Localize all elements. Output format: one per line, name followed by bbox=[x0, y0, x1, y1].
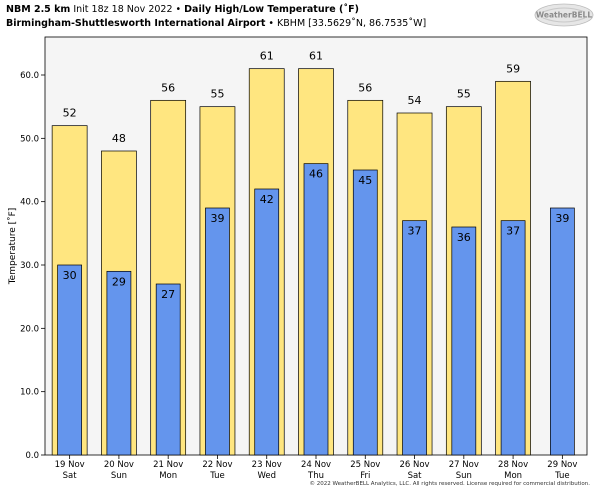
x-tick-date: 23 Nov bbox=[252, 460, 282, 470]
x-tick-date: 22 Nov bbox=[202, 460, 232, 470]
y-tick-label: 40.0 bbox=[20, 198, 39, 208]
y-axis: 0.0 10.0 20.0 30.0 40.0 50.0 60.0 bbox=[20, 71, 45, 461]
y-tick-label: 50.0 bbox=[20, 134, 39, 144]
low-bar bbox=[451, 226, 477, 456]
x-tick-day: Thu bbox=[307, 471, 324, 481]
low-value-label: 46 bbox=[309, 168, 323, 181]
x-tick-date: 29 Nov bbox=[547, 460, 577, 470]
low-value-label: 27 bbox=[161, 288, 175, 301]
low-bar bbox=[550, 207, 575, 456]
header-line-2: Birmingham-Shuttlesworth International A… bbox=[6, 17, 426, 31]
low-value-label: 39 bbox=[210, 212, 224, 225]
x-tick-day: Sat bbox=[63, 471, 78, 481]
low-bar bbox=[352, 169, 378, 456]
high-value-label: 54 bbox=[408, 94, 422, 107]
x-tick-day: Tue bbox=[209, 471, 225, 481]
station-name: Birmingham-Shuttlesworth International A… bbox=[6, 18, 266, 29]
x-tick-day: Sun bbox=[456, 471, 472, 481]
y-tick-label: 20.0 bbox=[20, 324, 39, 334]
low-bar bbox=[155, 283, 181, 456]
low-bar bbox=[205, 207, 230, 456]
low-value-label: 36 bbox=[457, 231, 471, 244]
high-value-label: 55 bbox=[210, 88, 224, 101]
low-bar bbox=[106, 270, 132, 456]
low-value-label: 30 bbox=[63, 269, 77, 282]
init-time: Init 18z 18 Nov 2022 bbox=[73, 4, 173, 15]
bullet: • bbox=[175, 4, 182, 15]
high-value-label: 52 bbox=[63, 107, 77, 120]
x-tick-day: Mon bbox=[504, 471, 522, 481]
y-tick-label: 0.0 bbox=[25, 451, 39, 461]
high-value-label: 61 bbox=[260, 50, 274, 63]
x-tick-date: 27 Nov bbox=[449, 460, 479, 470]
logo-text: WeatherBELL bbox=[536, 11, 592, 20]
low-bar bbox=[500, 220, 526, 456]
x-tick-date: 28 Nov bbox=[498, 460, 528, 470]
x-tick-date: 19 Nov bbox=[55, 460, 85, 470]
low-bar bbox=[57, 264, 82, 456]
low-bar bbox=[254, 188, 280, 456]
low-value-label: 39 bbox=[555, 212, 569, 225]
y-tick-label: 10.0 bbox=[20, 388, 39, 398]
y-tick-label: 30.0 bbox=[20, 261, 39, 271]
high-value-label: 59 bbox=[506, 62, 520, 75]
model-name: NBM 2.5 km bbox=[6, 4, 71, 15]
chart-header: NBM 2.5 km Init 18z 18 Nov 2022 • Daily … bbox=[6, 3, 426, 31]
bullet-2: • bbox=[268, 18, 275, 29]
low-value-label: 45 bbox=[358, 174, 372, 187]
low-value-label: 37 bbox=[408, 225, 422, 238]
station-info: KBHM [33.5629˚N, 86.7535˚W] bbox=[277, 18, 427, 29]
high-value-label: 48 bbox=[112, 132, 126, 145]
x-tick-date: 24 Nov bbox=[301, 460, 331, 470]
x-tick-date: 25 Nov bbox=[350, 460, 380, 470]
x-tick-day: Mon bbox=[159, 471, 177, 481]
high-value-label: 56 bbox=[358, 81, 372, 94]
x-tick-day: Wed bbox=[257, 471, 276, 481]
high-value-label: 55 bbox=[457, 88, 471, 101]
high-value-label: 61 bbox=[309, 50, 323, 63]
high-value-label: 56 bbox=[161, 81, 175, 94]
low-value-label: 42 bbox=[260, 193, 274, 206]
y-tick-label: 60.0 bbox=[20, 71, 39, 81]
x-tick-day: Sun bbox=[111, 471, 127, 481]
bars: 52 30 48 29 56 27 55 39 61 42 61 46 56 45 54 37 55 36 59 37… bbox=[51, 50, 575, 456]
chart-title: Daily High/Low Temperature (˚F) bbox=[184, 4, 359, 15]
x-tick-date: 21 Nov bbox=[153, 460, 183, 470]
x-tick-date: 26 Nov bbox=[399, 460, 429, 470]
copyright-footer: © 2022 WeatherBELL Analytics, LLC. All r… bbox=[309, 481, 590, 487]
weatherbell-logo: WeatherBELL bbox=[534, 3, 594, 27]
low-bar bbox=[303, 163, 329, 456]
x-tick-day: Sat bbox=[408, 471, 423, 481]
low-value-label: 29 bbox=[112, 275, 126, 288]
header-line-1: NBM 2.5 km Init 18z 18 Nov 2022 • Daily … bbox=[6, 3, 426, 17]
low-value-label: 37 bbox=[506, 225, 520, 238]
x-tick-day: Fri bbox=[360, 471, 370, 481]
x-tick-date: 20 Nov bbox=[104, 460, 134, 470]
x-tick-day: Tue bbox=[554, 471, 570, 481]
y-axis-label: Temperature [˚F] bbox=[7, 208, 18, 286]
low-bar bbox=[402, 220, 427, 456]
